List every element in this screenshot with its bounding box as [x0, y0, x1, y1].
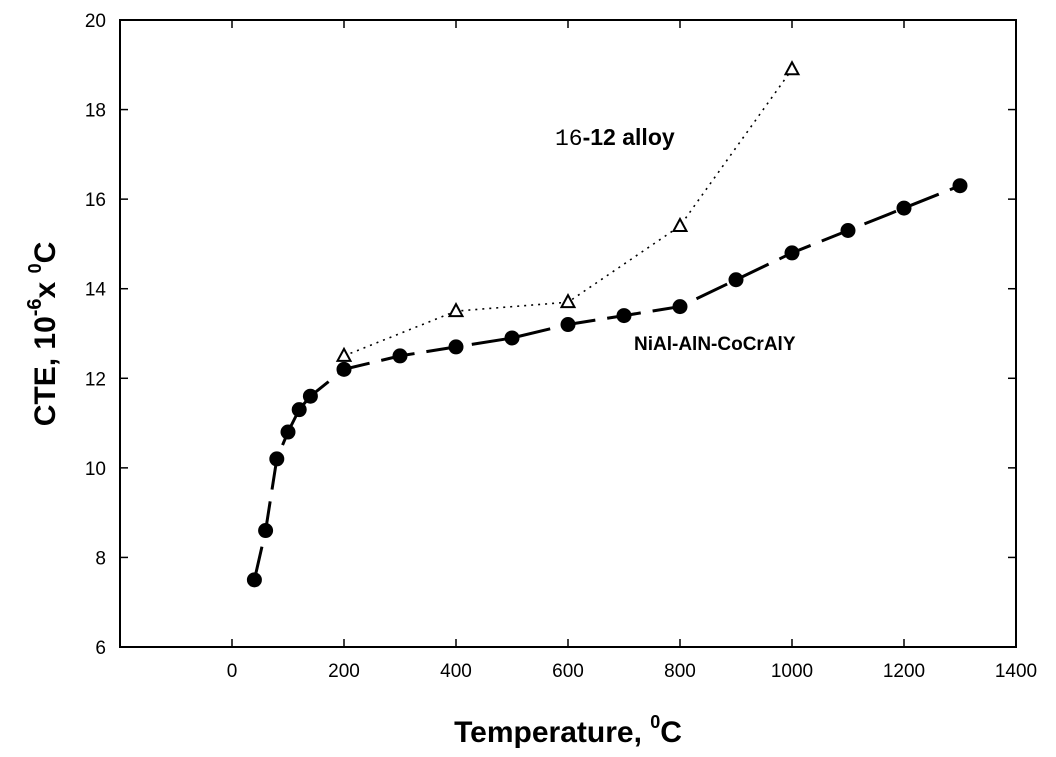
x-axis-title: Temperature, 0C — [454, 712, 682, 749]
series-line — [343, 68, 793, 357]
y-axis-title: CTE, 10-6x 0C — [24, 242, 62, 427]
y-tick-label: 12 — [85, 369, 106, 390]
x-tick-label: 1400 — [995, 661, 1037, 682]
alloy-series-label: 16-12 alloy — [555, 124, 675, 152]
data-point — [783, 60, 801, 76]
data-point — [671, 216, 689, 233]
data-point — [784, 245, 800, 261]
data-point — [302, 388, 318, 404]
y-tick-label: 18 — [85, 101, 106, 122]
data-point — [504, 330, 520, 346]
y-axis-ticks: 6 8 10 12 14 16 18 20 — [85, 11, 1016, 659]
y-axis-title-main: CTE, 10 — [29, 316, 62, 426]
x-tick-label: 600 — [552, 661, 584, 682]
data-point — [952, 178, 968, 194]
data-point — [896, 200, 912, 216]
y-axis-title-sup2: 0 — [25, 263, 45, 273]
y-tick-label: 10 — [85, 459, 106, 480]
y-tick-label: 8 — [95, 548, 106, 569]
data-point — [560, 317, 576, 333]
x-tick-label: 800 — [664, 661, 696, 682]
data-point — [672, 299, 688, 315]
data-point — [559, 293, 577, 309]
data-point — [840, 222, 856, 238]
data-point — [728, 272, 744, 288]
y-tick-label: 16 — [85, 190, 106, 211]
data-point — [269, 451, 285, 467]
alloy-label-prefix: 16 — [555, 126, 583, 152]
nial-series-label: NiAl-AlN-CoCrAlY — [634, 334, 796, 355]
alloy-label-suffix: -12 alloy — [583, 124, 675, 150]
y-tick-label: 14 — [85, 280, 107, 301]
data-point — [280, 424, 296, 440]
x-tick-label: 200 — [328, 661, 360, 682]
x-tick-label: 0 — [227, 661, 238, 682]
data-point — [258, 523, 274, 539]
plot-frame — [119, 19, 1017, 648]
data-point — [616, 308, 632, 324]
y-tick-label: 20 — [85, 11, 106, 32]
series-layer — [246, 60, 968, 588]
data-point — [246, 572, 262, 588]
y-tick-label: 6 — [95, 638, 106, 659]
data-point — [447, 302, 465, 318]
y-axis-title-tail: C — [29, 242, 62, 264]
x-tick-label: 400 — [440, 661, 472, 682]
x-axis-title-tail: C — [660, 716, 682, 749]
x-axis-ticks: 0 200 400 600 800 1000 1200 1400 — [119, 20, 1037, 682]
data-point — [335, 346, 353, 362]
x-axis-title-main: Temperature, — [454, 716, 650, 749]
x-axis-title-sup: 0 — [650, 712, 660, 732]
x-tick-label: 1000 — [771, 661, 813, 682]
data-point — [448, 339, 464, 355]
x-tick-label: 1200 — [883, 661, 925, 682]
y-axis-title-x: x — [29, 273, 62, 298]
y-axis-title-sup: -6 — [24, 298, 46, 316]
data-point — [392, 348, 408, 364]
series-line — [252, 184, 961, 581]
data-point — [336, 361, 352, 377]
data-point — [291, 402, 307, 418]
